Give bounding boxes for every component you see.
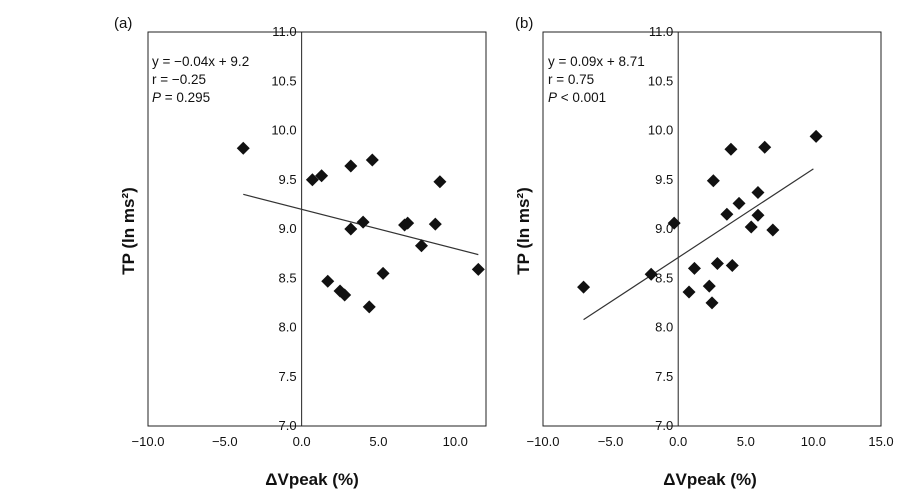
data-point — [315, 169, 329, 183]
data-point — [321, 274, 335, 288]
x-tick-labels: −10.0 −5.0 0.0 5.0 10.0 — [132, 434, 468, 449]
x-tick-label: 0.0 — [669, 434, 687, 449]
data-point — [577, 280, 591, 294]
y-tick-label: 8.0 — [655, 320, 673, 335]
data-point — [766, 223, 780, 237]
x-tick-label: −10.0 — [132, 434, 165, 449]
y-tick-labels: 7.0 7.5 8.0 8.5 9.0 9.5 10.0 10.5 11.0 — [271, 24, 296, 433]
p-value: < 0.001 — [557, 90, 606, 105]
data-point — [414, 239, 428, 253]
data-point — [376, 266, 390, 280]
y-axis-title: TP (ln ms²) — [514, 187, 533, 275]
data-point — [356, 215, 370, 229]
y-tick-label: 9.5 — [279, 172, 297, 187]
equation-text: y = −0.04x + 9.2 — [152, 54, 249, 69]
x-tick-label: −10.0 — [527, 434, 560, 449]
y-tick-label: 7.5 — [279, 369, 297, 384]
y-tick-label: 8.5 — [655, 270, 673, 285]
y-tick-label: 9.0 — [655, 221, 673, 236]
plot-frame — [542, 31, 882, 427]
x-tick-label: 10.0 — [801, 434, 826, 449]
x-tick-label: 5.0 — [369, 434, 387, 449]
p-symbol: P — [152, 90, 161, 105]
x-tick-label: 15.0 — [868, 434, 893, 449]
y-tick-label: 7.0 — [279, 418, 297, 433]
data-point — [724, 142, 738, 156]
p-value-text: P = 0.295 — [152, 90, 210, 105]
data-point — [751, 208, 765, 222]
p-symbol: P — [548, 90, 557, 105]
y-tick-label: 10.5 — [271, 73, 296, 88]
r-value-text: r = −0.25 — [152, 72, 206, 87]
y-tick-label: 10.0 — [648, 123, 673, 138]
p-value: = 0.295 — [161, 90, 210, 105]
y-tick-labels: 7.0 7.5 8.0 8.5 9.0 9.5 10.0 10.5 11.0 — [648, 24, 673, 433]
data-point — [725, 258, 739, 272]
panel-label: (b) — [515, 15, 533, 32]
data-point — [362, 300, 376, 314]
regression-line — [583, 168, 814, 321]
data-point — [471, 262, 485, 276]
data-points — [236, 141, 485, 314]
y-tick-label: 8.5 — [279, 270, 297, 285]
data-point — [720, 207, 734, 221]
x-axis-title: ΔVpeak (%) — [265, 470, 358, 489]
y-axis-title: TP (ln ms²) — [119, 187, 138, 275]
y-tick-label: 8.0 — [279, 320, 297, 335]
x-tick-label: 0.0 — [293, 434, 311, 449]
data-point — [706, 174, 720, 188]
data-point — [236, 141, 250, 155]
panel-label: (a) — [114, 15, 132, 32]
x-axis-title: ΔVpeak (%) — [663, 470, 756, 489]
y-tick-label: 10.0 — [271, 123, 296, 138]
y-tick-label: 10.5 — [648, 73, 673, 88]
x-tick-labels: −10.0 −5.0 0.0 5.0 10.0 15.0 — [527, 434, 894, 449]
data-point — [433, 175, 447, 189]
equation-text: y = 0.09x + 8.71 — [548, 54, 645, 69]
r-value-text: r = 0.75 — [548, 72, 594, 87]
y-tick-label: 9.0 — [279, 221, 297, 236]
data-point — [710, 256, 724, 270]
data-points — [577, 129, 823, 310]
data-point — [365, 153, 379, 167]
x-tick-label: −5.0 — [598, 434, 624, 449]
data-point — [687, 261, 701, 275]
y-tick-label: 11.0 — [272, 24, 296, 39]
y-tick-label: 11.0 — [649, 24, 673, 39]
data-point — [344, 222, 358, 236]
data-point — [305, 173, 319, 187]
x-tick-label: 10.0 — [443, 434, 468, 449]
data-point — [702, 279, 716, 293]
data-point — [344, 159, 358, 173]
data-point — [744, 220, 758, 234]
data-point — [751, 186, 765, 200]
data-point — [682, 285, 696, 299]
data-point — [644, 267, 658, 281]
x-tick-label: 5.0 — [737, 434, 755, 449]
p-value-text: P < 0.001 — [548, 90, 606, 105]
data-point — [338, 288, 352, 302]
panel-a: (a) 7.0 7.5 8.0 8.5 9.0 9.5 10.0 10.5 11.0 −10.0… — [114, 15, 487, 489]
data-point — [758, 140, 772, 154]
x-tick-label: −5.0 — [212, 434, 238, 449]
plot-frame — [147, 31, 487, 427]
y-tick-label: 7.5 — [655, 369, 673, 384]
data-point — [667, 216, 681, 230]
y-tick-label: 9.5 — [655, 172, 673, 187]
y-tick-label: 7.0 — [655, 418, 673, 433]
data-point — [809, 129, 823, 143]
panel-b: (b) 7.0 7.5 8.0 8.5 9.0 9.5 10.0 10.5 11.0 −10.0… — [514, 15, 894, 489]
data-point — [428, 217, 442, 231]
data-point — [705, 296, 719, 310]
data-point — [732, 196, 746, 210]
data-point — [401, 216, 415, 230]
